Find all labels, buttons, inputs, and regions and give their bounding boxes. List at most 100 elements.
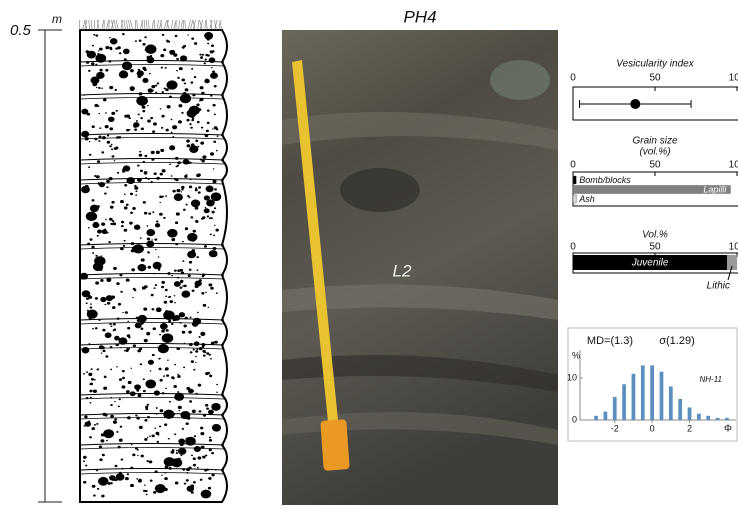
photo-title: PH4	[403, 7, 436, 26]
clast	[193, 464, 196, 467]
clast	[148, 88, 153, 92]
clast	[146, 241, 154, 248]
clast	[97, 160, 100, 163]
clast	[148, 47, 150, 49]
clast	[137, 165, 140, 167]
clast	[181, 186, 184, 189]
clast	[127, 473, 129, 475]
clast	[195, 350, 198, 353]
clast	[89, 154, 92, 156]
clast	[88, 70, 91, 72]
clast	[111, 148, 113, 150]
clast	[171, 275, 173, 276]
clast	[154, 390, 160, 395]
clast	[198, 336, 200, 338]
clast	[100, 297, 106, 302]
clast	[158, 358, 160, 360]
clast	[119, 52, 122, 54]
clast	[132, 247, 135, 250]
photo-label: L2	[393, 261, 412, 280]
clast	[155, 428, 157, 429]
clast	[140, 327, 143, 329]
clast	[164, 472, 166, 473]
clast	[159, 213, 163, 216]
clast	[158, 434, 160, 436]
clast	[141, 258, 145, 261]
clast	[143, 161, 146, 163]
clast	[159, 195, 162, 198]
clast	[105, 414, 108, 416]
clast	[135, 191, 137, 193]
clast	[192, 321, 198, 326]
clast	[191, 200, 200, 208]
clast	[144, 68, 147, 71]
clast	[110, 38, 118, 44]
clast	[122, 468, 124, 470]
clast	[169, 163, 171, 165]
clast	[101, 222, 105, 225]
clast	[101, 88, 103, 89]
x-tick-label: -2	[611, 423, 619, 433]
clast	[191, 115, 194, 117]
clast	[182, 331, 186, 334]
clast	[80, 273, 88, 280]
clast	[121, 221, 124, 224]
clast	[184, 483, 186, 485]
clast	[140, 237, 142, 239]
grass	[91, 20, 92, 30]
clast	[96, 469, 98, 471]
clast	[185, 88, 189, 91]
clast	[182, 260, 184, 262]
clast	[155, 85, 157, 87]
clast	[127, 416, 131, 419]
x-tick-label: 100	[729, 160, 738, 171]
hist-bar	[594, 416, 598, 420]
clast	[162, 333, 174, 343]
grass	[161, 20, 162, 30]
x-tick-label: 0	[570, 160, 576, 171]
clast	[90, 402, 92, 404]
clast	[191, 119, 194, 121]
clast	[117, 318, 120, 320]
clast	[125, 477, 129, 480]
grass	[79, 20, 80, 30]
clast	[145, 379, 156, 388]
clast	[203, 304, 206, 307]
clast	[148, 212, 151, 214]
clast	[99, 48, 103, 51]
clast	[110, 404, 113, 406]
clast	[210, 358, 212, 359]
clast	[105, 388, 106, 389]
clast	[86, 371, 88, 373]
clast	[175, 482, 179, 485]
clast	[132, 207, 136, 210]
clast	[179, 312, 185, 317]
clast	[165, 310, 168, 313]
clast	[94, 104, 98, 107]
clast	[151, 158, 154, 161]
clast	[213, 247, 217, 250]
clast	[110, 346, 113, 348]
clast	[93, 494, 96, 496]
grass	[157, 20, 159, 30]
clast	[112, 220, 115, 222]
clast	[148, 266, 151, 269]
clast	[143, 390, 146, 392]
clast	[196, 269, 198, 271]
clast	[193, 369, 195, 371]
clast	[139, 426, 143, 429]
clast	[196, 349, 198, 351]
clast	[187, 413, 190, 415]
clast	[115, 47, 118, 49]
clast	[195, 285, 199, 288]
clast	[119, 337, 128, 344]
clast	[205, 292, 207, 293]
clast	[152, 151, 154, 153]
clast	[188, 331, 192, 334]
clast	[91, 368, 93, 370]
clast	[214, 85, 217, 87]
clast	[163, 410, 174, 419]
hist-bar	[660, 372, 664, 420]
annotation: NH-11	[699, 375, 722, 384]
clast	[180, 281, 183, 283]
